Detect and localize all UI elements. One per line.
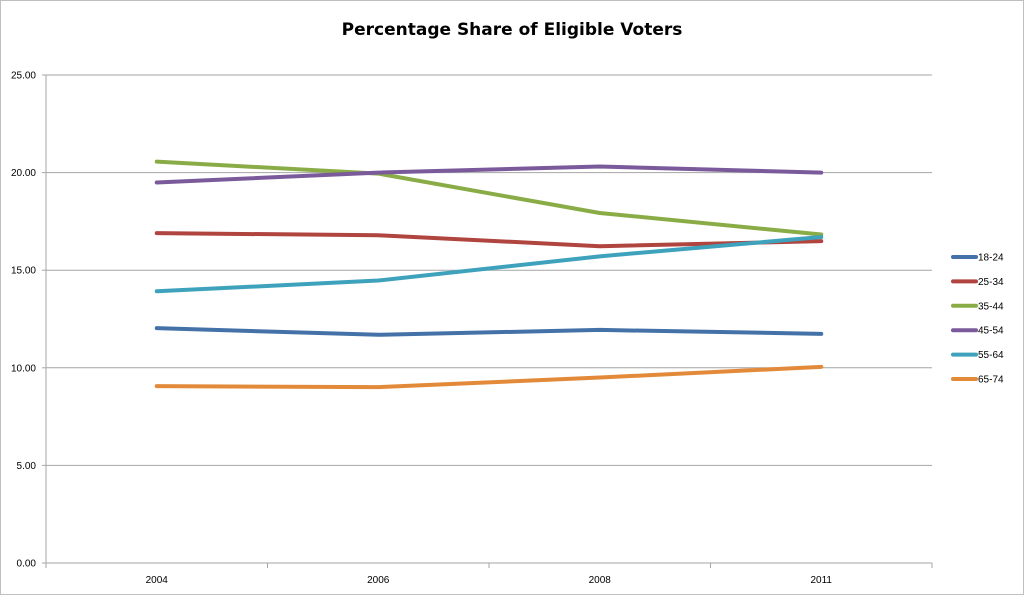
series-line-65-74 xyxy=(154,364,824,390)
x-tick-label: 2011 xyxy=(810,575,832,586)
chart-title: Percentage Share of Eligible Voters xyxy=(342,20,683,40)
series-line-45-54 xyxy=(154,164,824,185)
legend-label: 65-74 xyxy=(978,375,1004,386)
x-tick-label: 2006 xyxy=(367,575,390,586)
series-line-55-64 xyxy=(154,235,824,294)
y-tick-label: 20.00 xyxy=(11,168,36,179)
x-tick-label: 2008 xyxy=(589,575,612,586)
series-line-18-24 xyxy=(154,326,824,337)
legend-label: 45-54 xyxy=(978,326,1004,337)
y-tick-label: 5.00 xyxy=(17,461,37,472)
y-tick-label: 0.00 xyxy=(17,559,37,570)
legend-label: 18-24 xyxy=(978,253,1004,264)
y-tick-label: 10.00 xyxy=(11,363,36,374)
legend-label: 55-64 xyxy=(978,350,1004,361)
series-line-35-44 xyxy=(154,159,824,237)
x-tick-label: 2004 xyxy=(146,575,169,586)
y-tick-label: 15.00 xyxy=(11,266,36,277)
legend-label: 35-44 xyxy=(978,301,1004,312)
legend-label: 25-34 xyxy=(978,277,1004,288)
series-line-25-34 xyxy=(154,231,824,249)
y-tick-label: 25.00 xyxy=(11,71,36,82)
